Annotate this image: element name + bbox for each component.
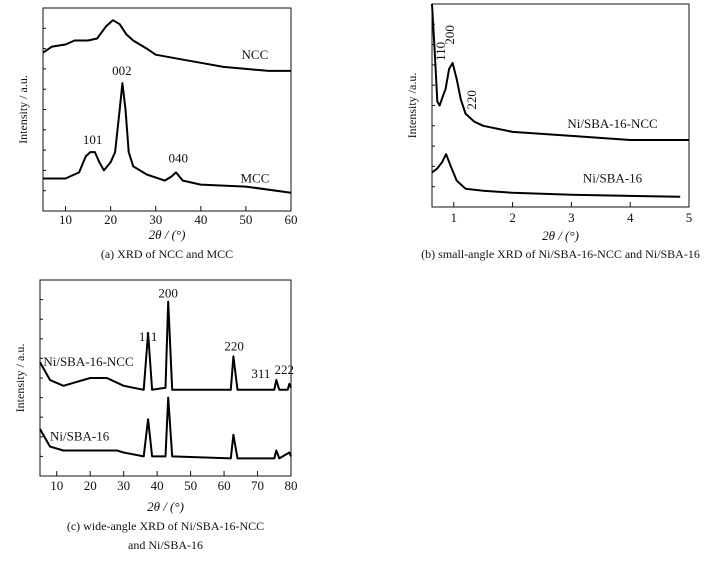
chart-caption: (a) XRD of NCC and MCC xyxy=(101,247,233,261)
annotation-label: 220 xyxy=(464,90,479,110)
annotation-label: 311 xyxy=(251,366,270,381)
annotation-label: 040 xyxy=(169,150,189,165)
annotation-label: 111 xyxy=(139,329,158,344)
x-tick-label: 50 xyxy=(184,478,197,493)
x-tick-label: 1 xyxy=(451,210,458,225)
chart-caption-line2: and Ni/SBA-16 xyxy=(128,538,203,552)
annotation-label: Ni/SBA-16 xyxy=(50,429,110,444)
chart-panel-c: 10 20 30 40 50 60 70 80 2θ / (°) Intensity / a.u.… xyxy=(13,279,298,552)
series-line-ncc xyxy=(42,19,291,72)
annotation-label: 200 xyxy=(442,25,457,45)
x-axis-label: 2θ / (°) xyxy=(542,228,579,243)
series-line-ni-sba-16 xyxy=(39,396,292,460)
chart-panel-a: 10 20 30 40 50 60 2θ / (°) Intensity / a.u. (a) … xyxy=(16,7,298,261)
x-tick-label: 4 xyxy=(627,210,634,225)
x-tick-label: 40 xyxy=(151,478,164,493)
x-tick-label: 30 xyxy=(149,212,162,227)
annotation-label: Ni/SBA-16 xyxy=(583,171,643,186)
y-axis-label: Intensity / a.u. xyxy=(13,344,27,413)
x-tick-label: 20 xyxy=(84,478,97,493)
series-line-ni-sba-16-ncc xyxy=(431,3,689,141)
series-line-ni-sba-16-ncc xyxy=(39,300,292,391)
annotation-label: 101 xyxy=(83,132,103,147)
x-tick-label: 70 xyxy=(251,478,264,493)
series-line-mcc xyxy=(43,82,292,194)
x-tick-label: 20 xyxy=(104,212,117,227)
x-tick-label: 10 xyxy=(59,212,72,227)
x-tick-label: 30 xyxy=(117,478,130,493)
annotation-label: NCC xyxy=(242,47,269,62)
x-tick-label: 80 xyxy=(285,478,298,493)
x-tick-label: 40 xyxy=(194,212,207,227)
annotation-label: Ni/SBA-16-NCC xyxy=(43,354,133,369)
x-tick-label: 2 xyxy=(509,210,516,225)
annotation-label: 110 xyxy=(433,42,448,61)
x-tick-label: 3 xyxy=(568,210,575,225)
chart-panel-b: 1 2 3 4 5 2θ / (°) Intensity /a.u. (b) small-an… xyxy=(405,3,700,261)
annotation-label: 222 xyxy=(275,362,295,377)
series-line-ni-sba-16 xyxy=(431,153,681,198)
chart-caption: (b) small-angle XRD of Ni/SBA-16-NCC and… xyxy=(421,247,700,261)
x-tick-label: 60 xyxy=(218,478,231,493)
annotation-label: 220 xyxy=(224,339,244,354)
annotation-label: MCC xyxy=(240,171,269,186)
x-tick-label: 50 xyxy=(239,212,252,227)
x-tick-label: 10 xyxy=(50,478,63,493)
x-axis-label: 2θ / (°) xyxy=(149,227,186,242)
x-tick-label: 5 xyxy=(686,210,693,225)
y-axis-label: Intensity /a.u. xyxy=(405,73,419,139)
annotation-label: Ni/SBA-16-NCC xyxy=(567,116,657,131)
y-axis-label: Intensity / a.u. xyxy=(16,75,30,144)
x-tick-label: 60 xyxy=(285,212,298,227)
chart-caption: (c) wide-angle XRD of Ni/SBA-16-NCC xyxy=(67,519,264,533)
x-axis-label: 2θ / (°) xyxy=(147,499,184,514)
annotation-label: 200 xyxy=(158,286,178,301)
annotation-label: 002 xyxy=(112,63,132,78)
